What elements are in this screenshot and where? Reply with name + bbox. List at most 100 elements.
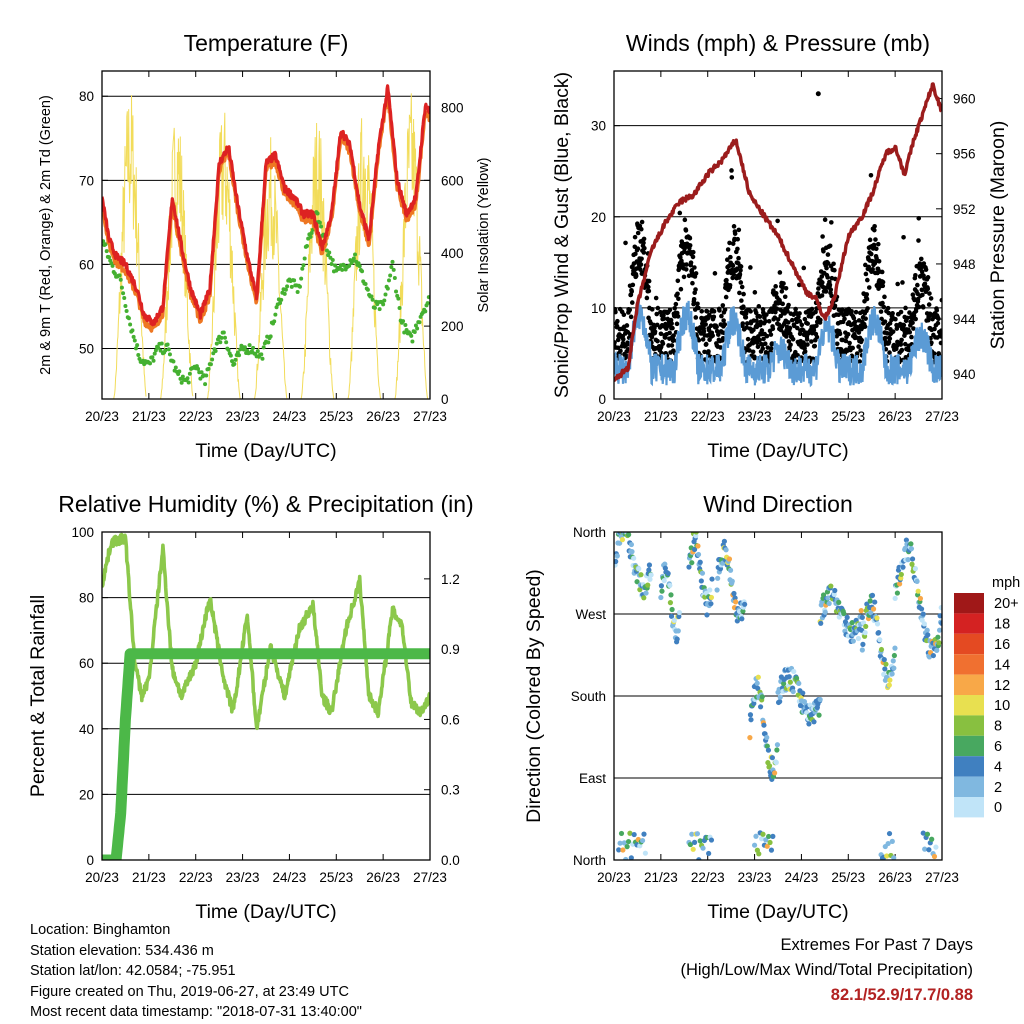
gust-point xyxy=(614,340,617,345)
direction-point xyxy=(696,857,702,860)
y2-tick-label: 0.9 xyxy=(441,642,460,657)
plot-area-c4 xyxy=(614,532,942,860)
gust-point xyxy=(880,279,886,285)
gust-point xyxy=(925,286,931,292)
y2-tick-label: 944 xyxy=(953,312,976,327)
legend-swatch xyxy=(954,593,984,614)
gust-point xyxy=(761,336,766,342)
dewpoint-point xyxy=(230,359,235,364)
direction-point xyxy=(729,578,735,584)
gust-point xyxy=(739,298,744,303)
dewpoint-point xyxy=(301,263,306,268)
direction-point xyxy=(617,840,623,846)
direction-point xyxy=(868,610,874,616)
direction-point xyxy=(836,599,842,605)
dewpoint-point xyxy=(297,284,302,289)
gust-point xyxy=(687,243,693,248)
chart-title-2: Relative Humidity (%) & Precipitation (i… xyxy=(58,491,473,517)
gust-point xyxy=(918,256,924,262)
x-axis-label-1: Time (Day/UTC) xyxy=(707,440,848,462)
direction-point xyxy=(817,696,823,703)
direction-point xyxy=(646,562,653,568)
direction-point xyxy=(634,579,640,585)
gust-point xyxy=(712,271,718,276)
gust-point xyxy=(782,294,788,300)
gust-point xyxy=(738,264,744,269)
gust-point xyxy=(865,306,870,311)
x-tick-label: 21/23 xyxy=(644,870,678,885)
gust-point xyxy=(628,314,634,320)
gust-point xyxy=(614,323,620,329)
direction-point xyxy=(890,658,896,664)
gust-point xyxy=(925,275,931,280)
gust-point xyxy=(686,273,692,279)
direction-point xyxy=(886,830,893,837)
plot-area-c1 xyxy=(102,84,430,399)
dewpoint-point xyxy=(206,366,211,371)
direction-point xyxy=(878,646,885,653)
direction-point xyxy=(831,591,837,597)
gust-point xyxy=(756,304,762,309)
gust-point xyxy=(678,286,684,292)
x-tick-label: 27/23 xyxy=(925,409,959,424)
dewpoint-point xyxy=(412,330,417,335)
x-tick-label: 26/23 xyxy=(878,409,912,424)
dewpoint-point xyxy=(110,263,115,268)
gust-point xyxy=(886,339,892,345)
direction-point xyxy=(667,582,673,589)
dewpoint-point xyxy=(377,307,382,312)
gust-point xyxy=(880,300,885,306)
x-tick-label: 22/23 xyxy=(691,870,725,885)
dewpoint-point xyxy=(282,291,287,296)
direction-point xyxy=(898,571,904,578)
gust-point xyxy=(802,349,808,354)
direction-point xyxy=(881,657,887,663)
gust-point xyxy=(793,306,798,312)
gust-point xyxy=(679,258,684,264)
dewpoint-point xyxy=(272,319,277,324)
dewpoint-point xyxy=(389,264,394,269)
dewpoint-point xyxy=(208,362,213,367)
gust-point xyxy=(886,310,891,316)
gust-point xyxy=(655,305,661,311)
gust-point xyxy=(916,238,921,243)
direction-point xyxy=(921,621,927,627)
direction-point xyxy=(938,605,942,611)
gust-point xyxy=(676,296,681,302)
gust-point xyxy=(757,337,762,343)
direction-point xyxy=(669,606,675,613)
chart-title-0: Temperature (F) xyxy=(184,30,349,56)
direction-point xyxy=(872,599,878,605)
dewpoint-point xyxy=(295,290,300,295)
solar-insolation-line xyxy=(253,137,288,399)
y-tick-label: 100 xyxy=(71,525,94,540)
dewpoint-point xyxy=(124,309,129,314)
direction-point xyxy=(695,543,701,549)
y2-tick-label: 400 xyxy=(441,246,464,261)
direction-point xyxy=(625,838,632,845)
solar-insolation-line xyxy=(206,112,241,399)
dewpoint-point xyxy=(357,264,362,269)
direction-point xyxy=(732,595,738,601)
gust-point xyxy=(902,341,908,347)
y2-axis-label-0: Solar Insolation (Yellow) xyxy=(476,157,492,312)
direction-point xyxy=(647,576,653,582)
direction-point xyxy=(699,570,706,576)
gust-point xyxy=(722,322,728,327)
direction-point xyxy=(777,698,783,705)
legend-swatch xyxy=(954,715,984,736)
direction-point xyxy=(697,838,703,844)
direction-point xyxy=(658,583,665,589)
direction-point xyxy=(889,838,895,844)
dewpoint-point xyxy=(219,335,224,340)
y-tick-label: 80 xyxy=(79,89,94,104)
gust-point xyxy=(919,269,925,274)
direction-point xyxy=(870,606,877,612)
dewpoint-point xyxy=(278,301,283,306)
gust-point xyxy=(641,250,647,255)
direction-point xyxy=(766,833,772,840)
direction-point xyxy=(700,845,706,851)
gust-point xyxy=(885,305,891,311)
dewpoint-point xyxy=(413,323,418,328)
extremes-title: Extremes For Past 7 Days xyxy=(780,936,973,954)
